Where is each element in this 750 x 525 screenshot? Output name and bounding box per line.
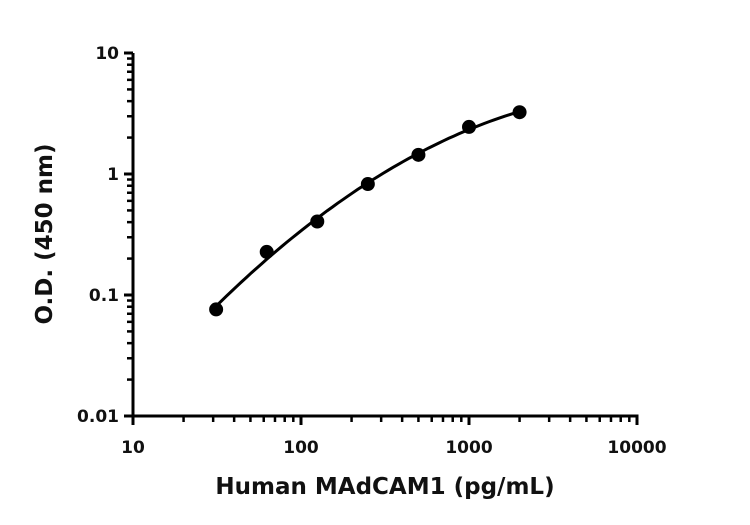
data-point xyxy=(310,214,325,229)
data-point xyxy=(259,244,274,259)
x-tick-label: 10000 xyxy=(607,438,666,458)
x-axis-title: Human MAdCAM1 (pg/mL) xyxy=(215,474,554,500)
data-point xyxy=(209,302,224,317)
x-tick-label: 100 xyxy=(283,438,319,458)
ticks: 10 100 1000 10000 0.01 0.1 1 10 xyxy=(77,44,667,458)
y-tick-label: 0.1 xyxy=(89,286,119,306)
data-point xyxy=(360,177,375,192)
axes xyxy=(131,53,639,418)
data-point xyxy=(411,147,426,162)
x-tick-label: 1000 xyxy=(445,438,492,458)
x-tick-label: 10 xyxy=(121,438,145,458)
y-tick-label: 1 xyxy=(107,165,119,185)
y-axis-title: O.D. (450 nm) xyxy=(32,143,58,324)
fit-curve xyxy=(215,110,521,308)
y-tick-label: 10 xyxy=(95,44,119,64)
data-points xyxy=(209,105,527,317)
y-tick-label: 0.01 xyxy=(77,407,119,427)
data-point xyxy=(512,105,527,120)
data-point xyxy=(462,119,476,134)
